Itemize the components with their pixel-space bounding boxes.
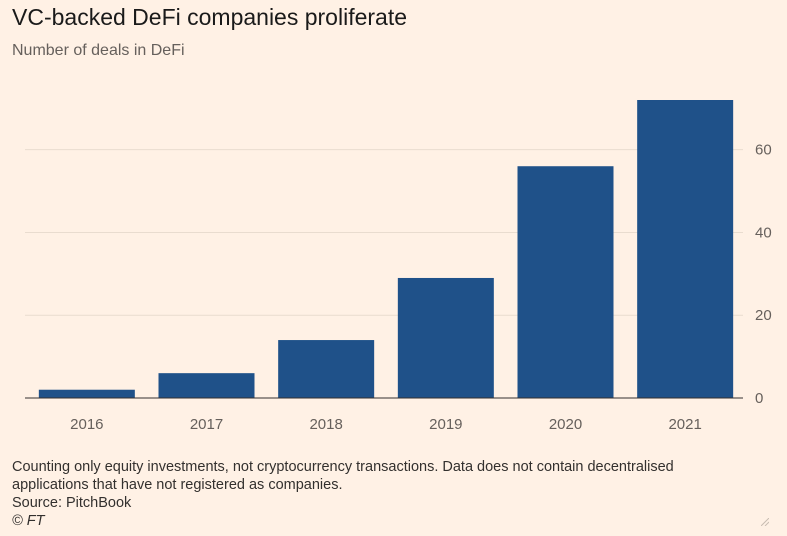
chart-title: VC-backed DeFi companies proliferate xyxy=(12,4,408,30)
x-tick-label: 2018 xyxy=(309,416,342,433)
x-axis-ticks: 2016 2017 2018 2019 2020 2021 xyxy=(70,416,702,433)
x-tick-label: 2021 xyxy=(668,416,701,433)
x-tick-label: 2020 xyxy=(549,416,582,433)
bar-2018 xyxy=(278,340,375,398)
chart-footer: Counting only equity investments, not cr… xyxy=(12,458,752,530)
source-note: Source: PitchBook xyxy=(12,495,132,511)
chart-subtitle: Number of deals in DeFi xyxy=(12,42,185,59)
bar-2021 xyxy=(637,100,734,398)
x-tick-label: 2019 xyxy=(429,416,462,433)
bar-2020 xyxy=(517,166,614,398)
bar-chart: 0 20 40 60 2016 2017 2018 2019 2020 2021 xyxy=(25,100,772,433)
gridlines xyxy=(25,149,743,316)
y-tick-label: 0 xyxy=(755,390,763,407)
y-tick-label: 20 xyxy=(755,307,772,324)
footnote: Counting only equity investments, not cr… xyxy=(12,459,674,493)
bar-2017 xyxy=(158,373,255,398)
x-tick-label: 2016 xyxy=(70,416,103,433)
bars xyxy=(38,100,734,398)
x-tick-label: 2017 xyxy=(190,416,223,433)
bar-2019 xyxy=(397,277,494,398)
y-tick-label: 40 xyxy=(755,224,772,241)
resize-handle-icon[interactable] xyxy=(761,518,769,526)
copyright: © FT xyxy=(12,513,45,529)
bar-2016 xyxy=(38,389,135,398)
y-axis-ticks: 0 20 40 60 xyxy=(755,142,772,407)
y-tick-label: 60 xyxy=(755,142,772,159)
